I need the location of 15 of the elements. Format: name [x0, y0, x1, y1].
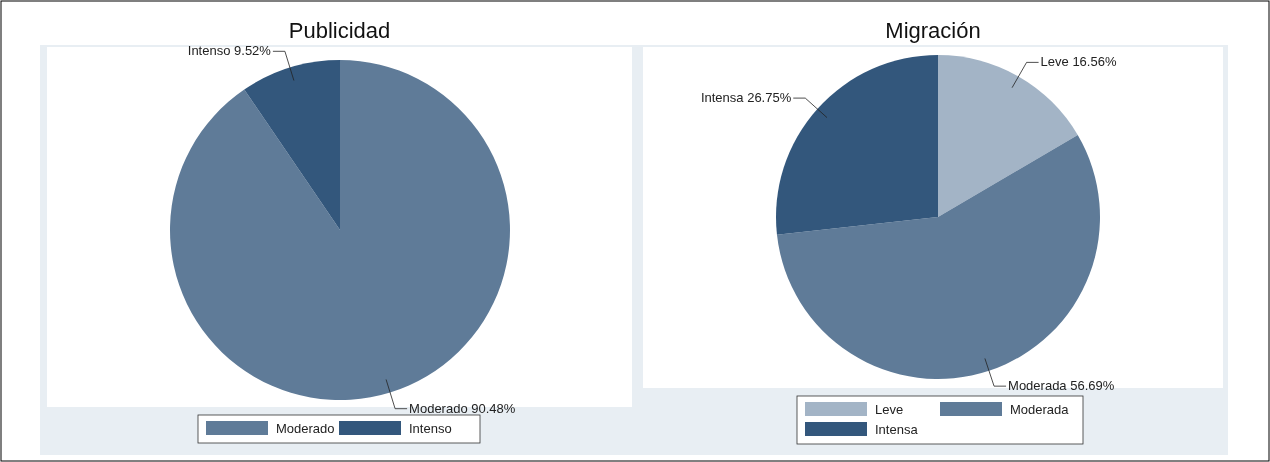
legend-label: Moderado [276, 421, 335, 436]
pie-slice [776, 135, 1100, 379]
pie-slice [170, 60, 510, 400]
data-label: Intensa 26.75% [700, 90, 792, 106]
data-label: Moderado 90.48% [409, 400, 516, 416]
chart-title: Publicidad [288, 18, 391, 43]
legend-label: Moderada [1010, 402, 1070, 417]
data-label: Leve 16.56% [1040, 54, 1117, 70]
legend-label: Intensa [875, 422, 919, 437]
legend-label: Intenso [409, 421, 452, 436]
legend-label: Leve [875, 402, 904, 417]
data-label: Moderada 56.69% [1008, 378, 1115, 394]
data-label: Intenso 9.52% [187, 43, 272, 59]
pie-slice [244, 60, 340, 230]
chart-title: Migración [885, 18, 981, 43]
